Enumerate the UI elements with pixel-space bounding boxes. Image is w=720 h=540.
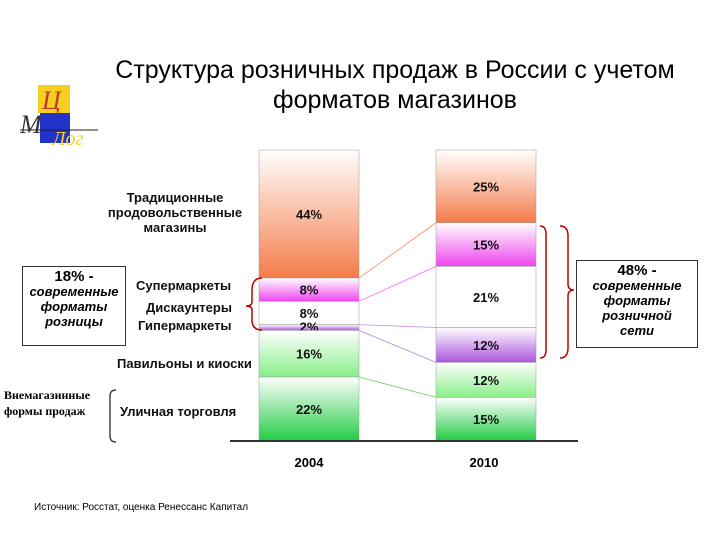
non-store-bracket — [109, 389, 117, 443]
logo-letter-top: Ц — [41, 86, 62, 115]
connector-line-4 — [358, 376, 437, 398]
box-left-pct: 18% - — [54, 268, 94, 285]
label-street: Уличная торговля — [120, 404, 237, 419]
logo: Ц М Лог — [20, 85, 98, 150]
box-right-pct: 48% - — [617, 262, 657, 279]
value-label-2004-0: 44% — [296, 207, 322, 222]
connector-line-2 — [358, 324, 437, 328]
bar-2010-segment-2 — [435, 266, 537, 328]
right-bracket-left — [539, 225, 547, 359]
label-supermarkets: Супермаркеты — [136, 278, 232, 293]
bar-2004-segment-5 — [258, 376, 360, 442]
logo-letter-left: М — [20, 110, 43, 139]
tick-label-2010: 2010 — [470, 455, 499, 470]
connector-line-3 — [358, 330, 437, 363]
bar-2010-segment-3 — [435, 327, 537, 363]
bar-2010-segment-5 — [435, 397, 537, 442]
value-label-2004-4: 16% — [296, 347, 322, 362]
bar-2004-segment-0 — [258, 149, 360, 279]
modern-formats-box-2004: 18% - современные форматы розницы — [22, 266, 126, 346]
label-discounters: Дискаунтеры — [146, 300, 232, 315]
value-label-2010-0: 25% — [473, 179, 499, 194]
label-non-store: Внемагазинные формы продаж — [4, 388, 91, 418]
label-traditional: Традиционные продовольственные магазины — [107, 190, 243, 235]
bar-2010-segment-0 — [435, 149, 537, 223]
connector-line-0 — [358, 222, 437, 279]
right-brace — [559, 225, 575, 359]
tick-label-2004: 2004 — [295, 455, 325, 470]
value-label-2004-5: 22% — [296, 402, 322, 417]
value-label-2010-3: 12% — [473, 338, 499, 353]
bar-2004-segment-4 — [258, 330, 360, 378]
source-note: Источник: Росстат, оценка Ренессанс Капи… — [34, 502, 249, 513]
logo-letter-bottom: Лог — [51, 128, 84, 150]
title-line-2: форматов магазинов — [273, 86, 517, 114]
value-label-2010-4: 12% — [473, 373, 499, 388]
title-line-1: Структура розничных продаж в России с уч… — [115, 56, 675, 84]
value-label-2004-1: 8% — [300, 283, 319, 298]
value-label-2010-1: 15% — [473, 238, 499, 253]
bar-2010-segment-1 — [435, 222, 537, 267]
value-label-2004-2: 8% — [300, 306, 319, 321]
connector-line-1 — [358, 266, 437, 302]
left-brace — [245, 277, 263, 331]
page-title: Структура розничных продаж в России с уч… — [70, 55, 720, 115]
modern-formats-box-2010: 48% - современные форматы розничной сети — [576, 260, 698, 348]
value-label-2010-5: 15% — [473, 412, 499, 427]
label-pavilions: Павильоны и киоски — [117, 356, 252, 371]
label-hypermarkets: Гипермаркеты — [138, 318, 232, 333]
value-label-2010-2: 21% — [473, 290, 499, 305]
